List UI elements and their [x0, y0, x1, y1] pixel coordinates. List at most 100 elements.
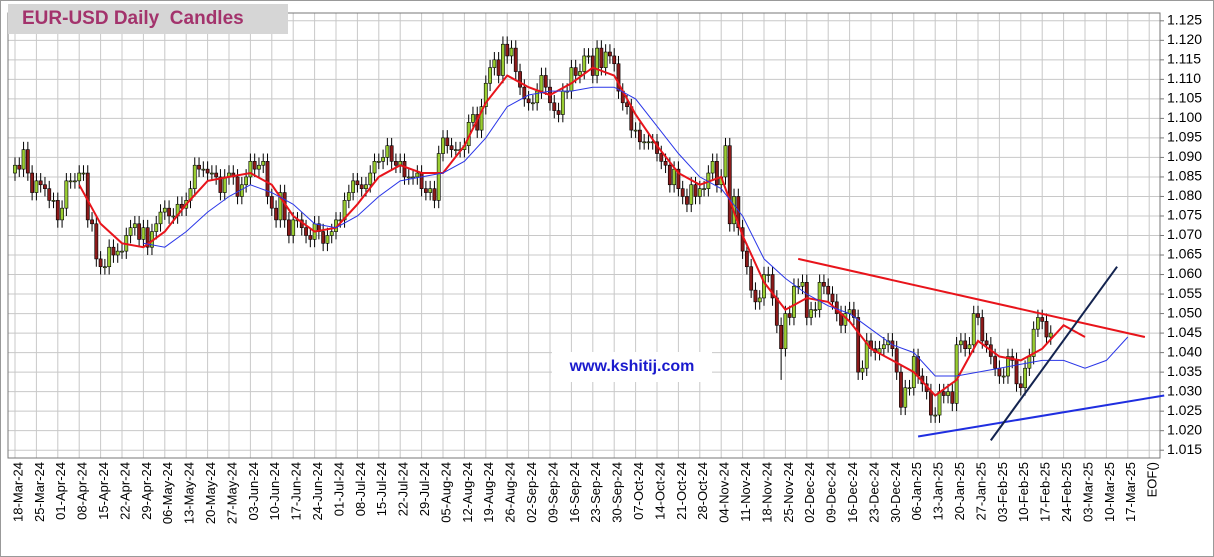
candle-body — [261, 161, 266, 166]
candle-body — [419, 172, 424, 189]
candle-body — [513, 47, 518, 72]
candle-body — [325, 235, 330, 244]
candle-body — [595, 47, 599, 76]
candle-body — [154, 223, 159, 232]
x-tick-label: 09-Dec-24 — [824, 462, 839, 523]
y-tick-label: 1.075 — [1167, 207, 1202, 223]
x-tick-label: 01-Apr-24 — [53, 462, 68, 520]
candle-body — [359, 184, 364, 189]
x-tick-label: 10-Jun-24 — [267, 462, 282, 521]
candle-body — [55, 200, 60, 221]
candle-body — [569, 67, 574, 92]
candle-body — [376, 161, 381, 163]
candle-body — [132, 223, 137, 228]
candle-body — [642, 141, 647, 144]
candle-body — [372, 161, 377, 174]
candle-body — [676, 168, 681, 189]
candle-body — [304, 227, 308, 236]
candle-body — [351, 180, 356, 193]
candle-body — [321, 231, 326, 244]
candle-body — [907, 387, 912, 390]
candle-body — [252, 161, 257, 170]
candle-body — [526, 98, 531, 104]
candle-body — [107, 246, 112, 268]
candle-body — [663, 161, 668, 166]
candle-body — [209, 172, 214, 175]
candle-body — [411, 176, 415, 179]
x-tick-label: 23-Dec-24 — [866, 462, 881, 523]
candle-body — [762, 274, 766, 299]
x-tick-label: 15-Jul-24 — [374, 462, 389, 516]
x-tick-label: 02-Sep-24 — [524, 462, 539, 523]
x-tick-label: 14-Oct-24 — [652, 462, 667, 520]
candle-body — [830, 293, 835, 303]
candle-body — [102, 266, 107, 269]
x-tick-label: 04-Nov-24 — [717, 462, 732, 523]
candle-body — [445, 137, 450, 147]
candle-body — [967, 344, 972, 350]
candle-body — [693, 184, 698, 197]
candle-body — [364, 184, 368, 189]
x-tick-label: 17-Feb-25 — [1038, 462, 1053, 522]
x-tick-label: 03-Feb-25 — [995, 462, 1010, 522]
x-tick-label: 23-Sep-24 — [588, 462, 603, 523]
candle-body — [471, 114, 475, 123]
candle-body — [381, 157, 385, 162]
candle-body — [1040, 317, 1045, 322]
y-tick-label: 1.105 — [1167, 90, 1202, 106]
x-tick-label: 29-Apr-24 — [139, 462, 154, 520]
average-line — [78, 66, 1086, 397]
candle-body — [488, 67, 492, 84]
candle-body — [449, 145, 454, 150]
candle-body — [552, 102, 557, 111]
candle-body — [428, 188, 433, 193]
candle-body — [753, 289, 758, 303]
candle-body — [899, 371, 903, 408]
candle-body — [21, 149, 26, 170]
candle-body — [603, 51, 608, 68]
candle-body — [171, 215, 176, 218]
candle-body — [1048, 332, 1053, 338]
candle-body — [715, 161, 719, 186]
y-tick-label: 1.015 — [1167, 441, 1202, 457]
candle-body — [120, 250, 124, 253]
candle-body — [265, 161, 270, 197]
candle-body — [111, 246, 116, 256]
candle-body — [423, 188, 428, 193]
candle-body — [946, 391, 950, 396]
candle-body — [77, 172, 82, 182]
candle-body — [783, 313, 788, 350]
y-tick-label: 1.065 — [1167, 246, 1202, 262]
candle-body — [60, 207, 64, 221]
candle-body — [980, 317, 985, 342]
x-tick-label: 28-Oct-24 — [695, 462, 710, 520]
candle-body — [274, 207, 278, 221]
candle-body — [813, 309, 818, 311]
candle-body — [291, 219, 296, 236]
candle-body — [804, 282, 809, 318]
y-tick-label: 1.070 — [1167, 226, 1202, 242]
candle-body — [608, 51, 612, 57]
candle-body — [415, 172, 420, 178]
candle-body — [278, 192, 283, 221]
candle-body — [1031, 328, 1036, 357]
candle-body — [685, 196, 689, 205]
marks — [13, 36, 1165, 441]
candle-body — [851, 309, 856, 318]
x-tick-label: 21-Oct-24 — [674, 462, 689, 520]
candle-body — [406, 176, 411, 179]
chart-title: EUR-USD Daily Candles — [22, 8, 244, 29]
trend-line — [917, 394, 1165, 438]
candle-body — [774, 297, 779, 326]
y-tick-label: 1.020 — [1167, 421, 1202, 437]
candle-body — [287, 219, 291, 236]
x-tick-label: 16-Dec-24 — [845, 462, 860, 523]
x-tick-label: 27-May-24 — [224, 462, 239, 524]
candle-body — [385, 145, 390, 158]
candle-body — [727, 145, 732, 225]
candle-body — [757, 297, 762, 303]
candle-body — [141, 227, 146, 240]
x-tick-label: 03-Mar-25 — [1080, 462, 1095, 522]
candle-body — [432, 188, 437, 201]
